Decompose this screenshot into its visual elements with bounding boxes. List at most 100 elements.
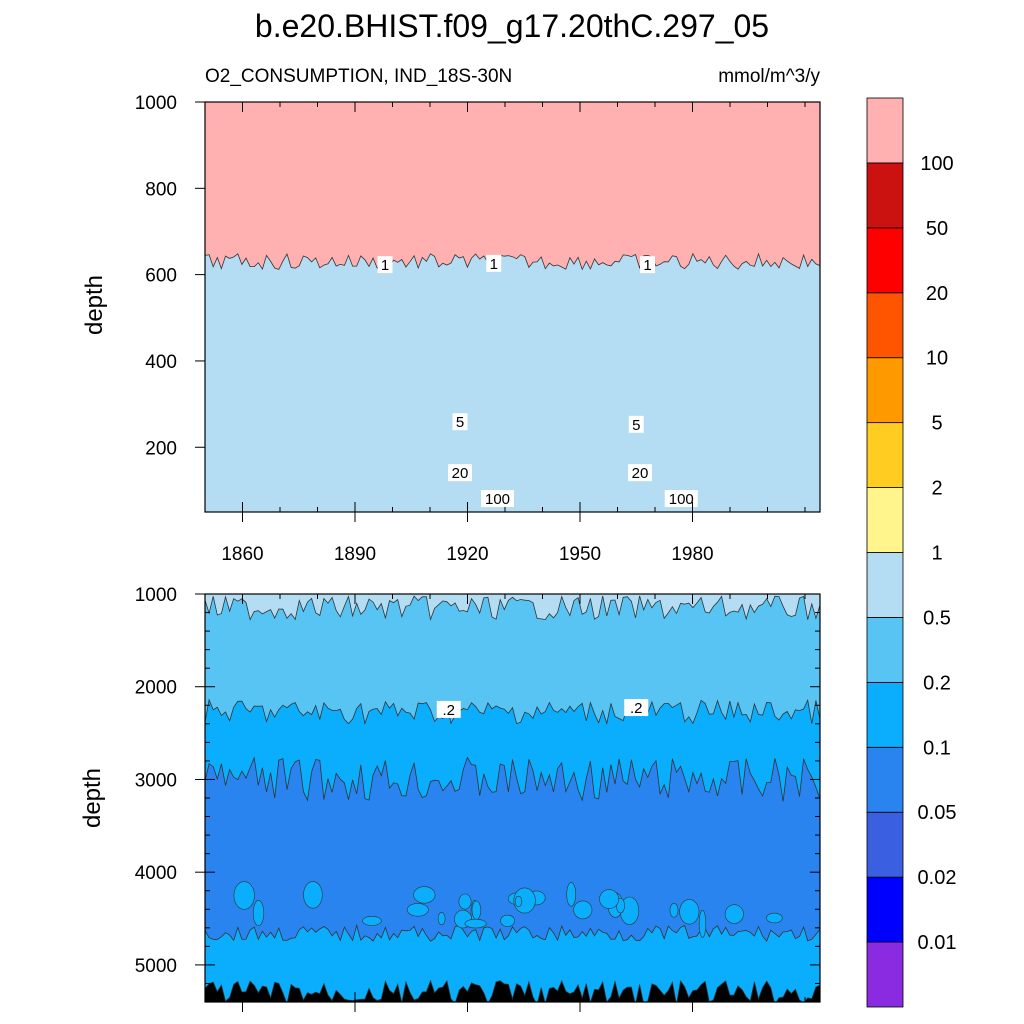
upper-y-axis-label: depth	[81, 275, 108, 335]
contour-pocket	[471, 900, 482, 920]
y-tick-label: 4000	[135, 863, 177, 884]
plot-frame	[204, 101, 821, 513]
colorbar-swatch	[866, 97, 904, 164]
colorbar-swatch	[866, 941, 904, 1008]
contour-line-0.5	[205, 595, 820, 621]
contour-label: 1	[643, 257, 651, 274]
lower-y-axis-label: depth	[79, 768, 106, 828]
contour-pocket	[252, 899, 265, 926]
units-label: mmol/m^3/y	[718, 66, 820, 87]
contour-line-1	[205, 252, 820, 271]
y-tick-label: 2000	[135, 678, 177, 699]
colorbar-label: 0.5	[923, 607, 951, 629]
x-tick-label: 1920	[446, 544, 488, 565]
y-tick-label: 600	[145, 266, 177, 287]
contour-pocket	[458, 893, 472, 910]
colorbar-label: 1	[931, 543, 942, 565]
chart-title: b.e20.BHIST.f09_g17.20thC.297_05	[255, 8, 769, 44]
colorbar-label: 0.02	[918, 867, 957, 889]
contour-label: 1	[381, 257, 389, 274]
y-tick-label: 5000	[135, 956, 177, 977]
contour-pocket	[500, 914, 515, 927]
colorbar-swatch	[866, 552, 904, 618]
contour-line-0.1	[205, 979, 820, 1002]
contour-label: 100	[485, 491, 510, 508]
left-subtitle: O2_CONSUMPTION, IND_18S-30N	[205, 66, 512, 87]
colorbar-swatch	[866, 227, 904, 294]
contour-pocket	[724, 904, 744, 924]
contour-pocket	[698, 909, 707, 938]
colorbar-label: 0.1	[923, 737, 951, 759]
contour-pocket	[406, 903, 429, 917]
contour-label: 5	[456, 414, 464, 431]
contour-line-0.1	[205, 756, 820, 802]
contour-label-box	[486, 254, 502, 272]
contour-label-box	[628, 464, 652, 482]
colorbar-swatch	[866, 617, 904, 683]
contour-label: 20	[632, 465, 649, 482]
colorbar-swatch	[866, 162, 904, 229]
contour-label: .2	[442, 702, 455, 719]
colorbar-label: 0.05	[918, 802, 957, 824]
y-tick-label: 1000	[135, 93, 177, 114]
colorbar-swatch	[866, 422, 904, 488]
contour-pocket	[233, 881, 255, 910]
x-tick-label: 1890	[334, 544, 376, 565]
contour-pocket	[303, 881, 323, 909]
y-tick-label: 200	[145, 438, 177, 459]
contour-pocket	[599, 889, 620, 909]
y-tick-label: 800	[145, 179, 177, 200]
contour-label-box	[377, 256, 393, 274]
lower-panel: .2 .2 1000 2000 3000 4000 5000	[135, 585, 821, 1012]
contour-label-box	[624, 699, 649, 717]
contour-label: 20	[452, 465, 469, 482]
contour-label: 1	[490, 256, 498, 273]
contour-line-0.2	[205, 698, 820, 726]
contour-label-box	[664, 490, 698, 508]
contour-band	[205, 980, 820, 1002]
contour-label-box	[481, 490, 514, 508]
contour-pocket	[514, 895, 523, 908]
contour-pocket	[362, 916, 382, 926]
x-tick-labels: 1860 1890 1920 1950 1980	[221, 544, 713, 565]
contour-label-box	[628, 415, 644, 433]
colorbar-label: 5	[931, 413, 942, 435]
contour-pocket	[766, 912, 783, 924]
colorbar: 0.01 0.02 0.05 0.1 0.2 0.5 1 2 5 10 20 50 100	[866, 97, 957, 1008]
colorbar-swatch	[866, 487, 904, 553]
contour-label-box	[436, 700, 461, 718]
contour-line-0.05	[205, 923, 820, 942]
contour-pocket	[413, 886, 436, 904]
colorbar-label: 2	[931, 478, 942, 500]
colorbar-label: 20	[926, 283, 948, 305]
contour-label-box	[640, 256, 655, 274]
contour-label: 100	[669, 491, 694, 508]
contour-pocket	[679, 899, 700, 925]
y-tick-label: 3000	[135, 770, 177, 791]
colorbar-swatch	[866, 681, 904, 748]
colorbar-swatch	[866, 876, 904, 943]
colorbar-label: 0.2	[923, 672, 951, 694]
contour-label: 5	[632, 417, 640, 434]
contour-pocket	[573, 900, 593, 920]
contour-label-box	[448, 464, 472, 482]
colorbar-swatch	[866, 811, 904, 878]
y-tick-label: 400	[145, 352, 177, 373]
colorbar-label: 0.01	[918, 932, 957, 954]
colorbar-swatch	[866, 292, 904, 359]
y-tick-label: 1000	[135, 585, 177, 606]
contour-pocket	[669, 902, 679, 918]
x-tick-label: 1980	[671, 544, 713, 565]
colorbar-swatch	[866, 357, 904, 424]
x-tick-label: 1950	[559, 544, 601, 565]
x-tick-label: 1860	[221, 544, 263, 565]
contour-label-box	[452, 413, 468, 431]
contour-label: .2	[630, 700, 643, 717]
colorbar-label: 100	[920, 153, 953, 175]
upper-panel: 100 100 20 20 5 5 1 1 1 200 400 600 800 1000	[135, 93, 821, 522]
colorbar-label: 10	[926, 348, 948, 370]
contour-pocket	[566, 882, 577, 907]
contour-pocket	[437, 912, 446, 926]
colorbar-label: 50	[926, 218, 948, 240]
